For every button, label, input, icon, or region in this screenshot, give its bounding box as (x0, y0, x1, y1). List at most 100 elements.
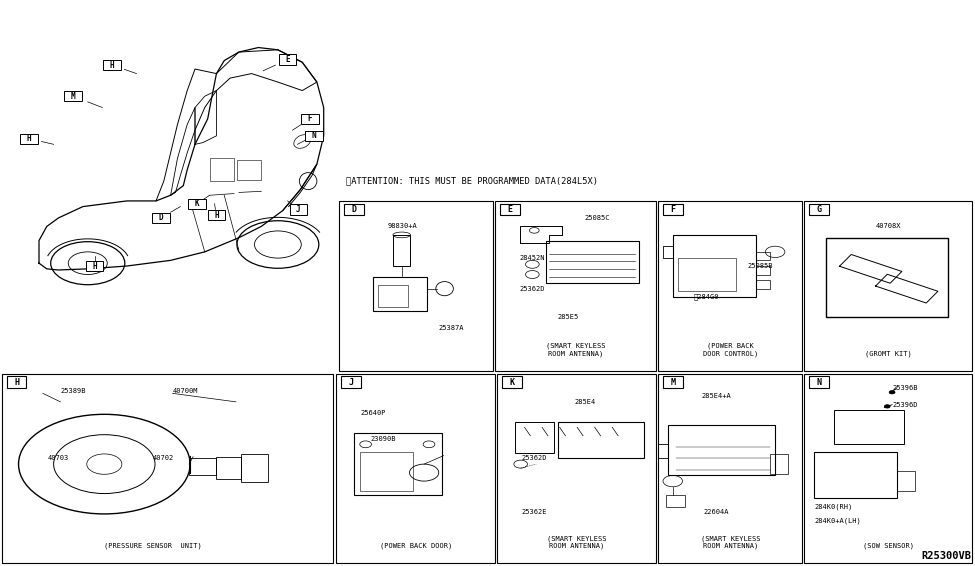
Bar (658, 201, 802, 371)
Bar (809, 376, 829, 388)
Bar (341, 376, 361, 388)
Text: H: H (214, 211, 218, 220)
Bar (237, 160, 261, 180)
Bar (804, 374, 972, 563)
Bar (336, 374, 495, 563)
Text: ※284G0: ※284G0 (694, 294, 720, 301)
Text: 98830+A: 98830+A (388, 224, 417, 229)
Bar (826, 238, 948, 317)
Text: 40703: 40703 (48, 456, 69, 461)
Text: ※ATTENTION: THIS MUST BE PROGRAMMED DATA(284L5X): ※ATTENTION: THIS MUST BE PROGRAMMED DATA… (346, 177, 598, 186)
Bar (756, 252, 770, 260)
Bar (770, 454, 788, 474)
Bar (678, 258, 736, 291)
Text: 25362D: 25362D (520, 286, 545, 291)
Text: E: E (507, 205, 513, 214)
Text: 25387A: 25387A (439, 325, 464, 331)
Bar (658, 374, 802, 563)
Text: N: N (312, 131, 316, 140)
Bar (2, 374, 333, 563)
Bar (7, 376, 26, 388)
Text: 23090B: 23090B (370, 436, 396, 441)
Circle shape (884, 405, 890, 408)
Text: E: E (286, 55, 290, 64)
Text: J: J (296, 205, 300, 214)
Text: 25085B: 25085B (748, 263, 773, 269)
Text: (PRESSURE SENSOR  UNIT): (PRESSURE SENSOR UNIT) (104, 543, 202, 549)
Bar (502, 376, 522, 388)
Text: 285E5: 285E5 (558, 314, 579, 320)
Text: M: M (71, 92, 75, 101)
Text: K: K (195, 199, 199, 208)
Bar (103, 60, 121, 70)
Bar (279, 54, 296, 65)
Text: 25389B: 25389B (60, 388, 86, 393)
Text: 25085C: 25085C (585, 215, 610, 221)
Text: 284K0+A(LH): 284K0+A(LH) (814, 517, 861, 524)
Text: 285E4: 285E4 (574, 399, 596, 405)
Text: 25396B: 25396B (892, 385, 917, 391)
Text: 22604A: 22604A (704, 509, 729, 515)
Bar (663, 204, 682, 215)
Text: F: F (308, 114, 312, 123)
Text: R25300VB: R25300VB (921, 551, 971, 561)
Bar (241, 454, 268, 482)
Text: G: G (816, 205, 822, 214)
Text: J: J (348, 378, 354, 387)
Text: (SOW SENSOR): (SOW SENSOR) (863, 543, 914, 549)
Text: 25640P: 25640P (361, 410, 386, 416)
Text: H: H (110, 61, 114, 70)
Bar (20, 134, 38, 144)
Text: M: M (670, 378, 676, 387)
Text: 40702: 40702 (152, 456, 174, 461)
Text: D: D (159, 213, 163, 222)
Bar (189, 458, 216, 475)
Bar (663, 376, 682, 388)
Bar (804, 201, 972, 371)
Bar (673, 235, 756, 297)
Text: (SMART KEYLESS
ROOM ANTENNA): (SMART KEYLESS ROOM ANTENNA) (547, 535, 606, 549)
Bar (393, 235, 410, 266)
Bar (378, 285, 408, 307)
Bar (558, 422, 644, 458)
Text: D: D (351, 205, 357, 214)
Text: 40708X: 40708X (876, 224, 901, 229)
Bar (495, 201, 656, 371)
Bar (344, 204, 364, 215)
Text: N: N (816, 378, 822, 387)
Bar (497, 374, 656, 563)
Bar (354, 433, 442, 495)
Text: 40700M: 40700M (173, 388, 198, 393)
Bar (290, 204, 307, 215)
Bar (373, 277, 427, 311)
Text: (SMART KEYLESS
ROOM ANTENNA): (SMART KEYLESS ROOM ANTENNA) (546, 342, 605, 357)
Bar (305, 131, 323, 141)
Bar (64, 91, 82, 101)
Bar (301, 114, 319, 124)
Bar (152, 213, 170, 223)
Text: (POWER BACK DOOR): (POWER BACK DOOR) (379, 543, 452, 549)
Text: K: K (509, 378, 515, 387)
Bar (86, 261, 103, 271)
Text: H: H (14, 378, 20, 387)
Bar (339, 201, 493, 371)
Bar (515, 422, 554, 453)
Text: 284K0(RH): 284K0(RH) (814, 503, 852, 510)
Bar (188, 199, 206, 209)
Bar (814, 452, 897, 498)
Text: 285E4+A: 285E4+A (702, 393, 731, 399)
Bar (360, 452, 413, 491)
Bar (756, 280, 770, 289)
Text: H: H (93, 261, 97, 271)
Text: (GROMT KIT): (GROMT KIT) (865, 350, 912, 357)
Bar (834, 410, 904, 444)
Text: 25362E: 25362E (522, 509, 547, 515)
Bar (668, 424, 775, 475)
Text: F: F (670, 205, 676, 214)
Bar (897, 471, 915, 491)
Text: H: H (27, 134, 31, 143)
Text: (SMART KEYLESS
ROOM ANTENNA): (SMART KEYLESS ROOM ANTENNA) (700, 535, 760, 549)
Bar (756, 266, 770, 275)
Text: 25396D: 25396D (892, 402, 917, 408)
Text: (POWER BACK
DOOR CONTROL): (POWER BACK DOOR CONTROL) (703, 342, 758, 357)
